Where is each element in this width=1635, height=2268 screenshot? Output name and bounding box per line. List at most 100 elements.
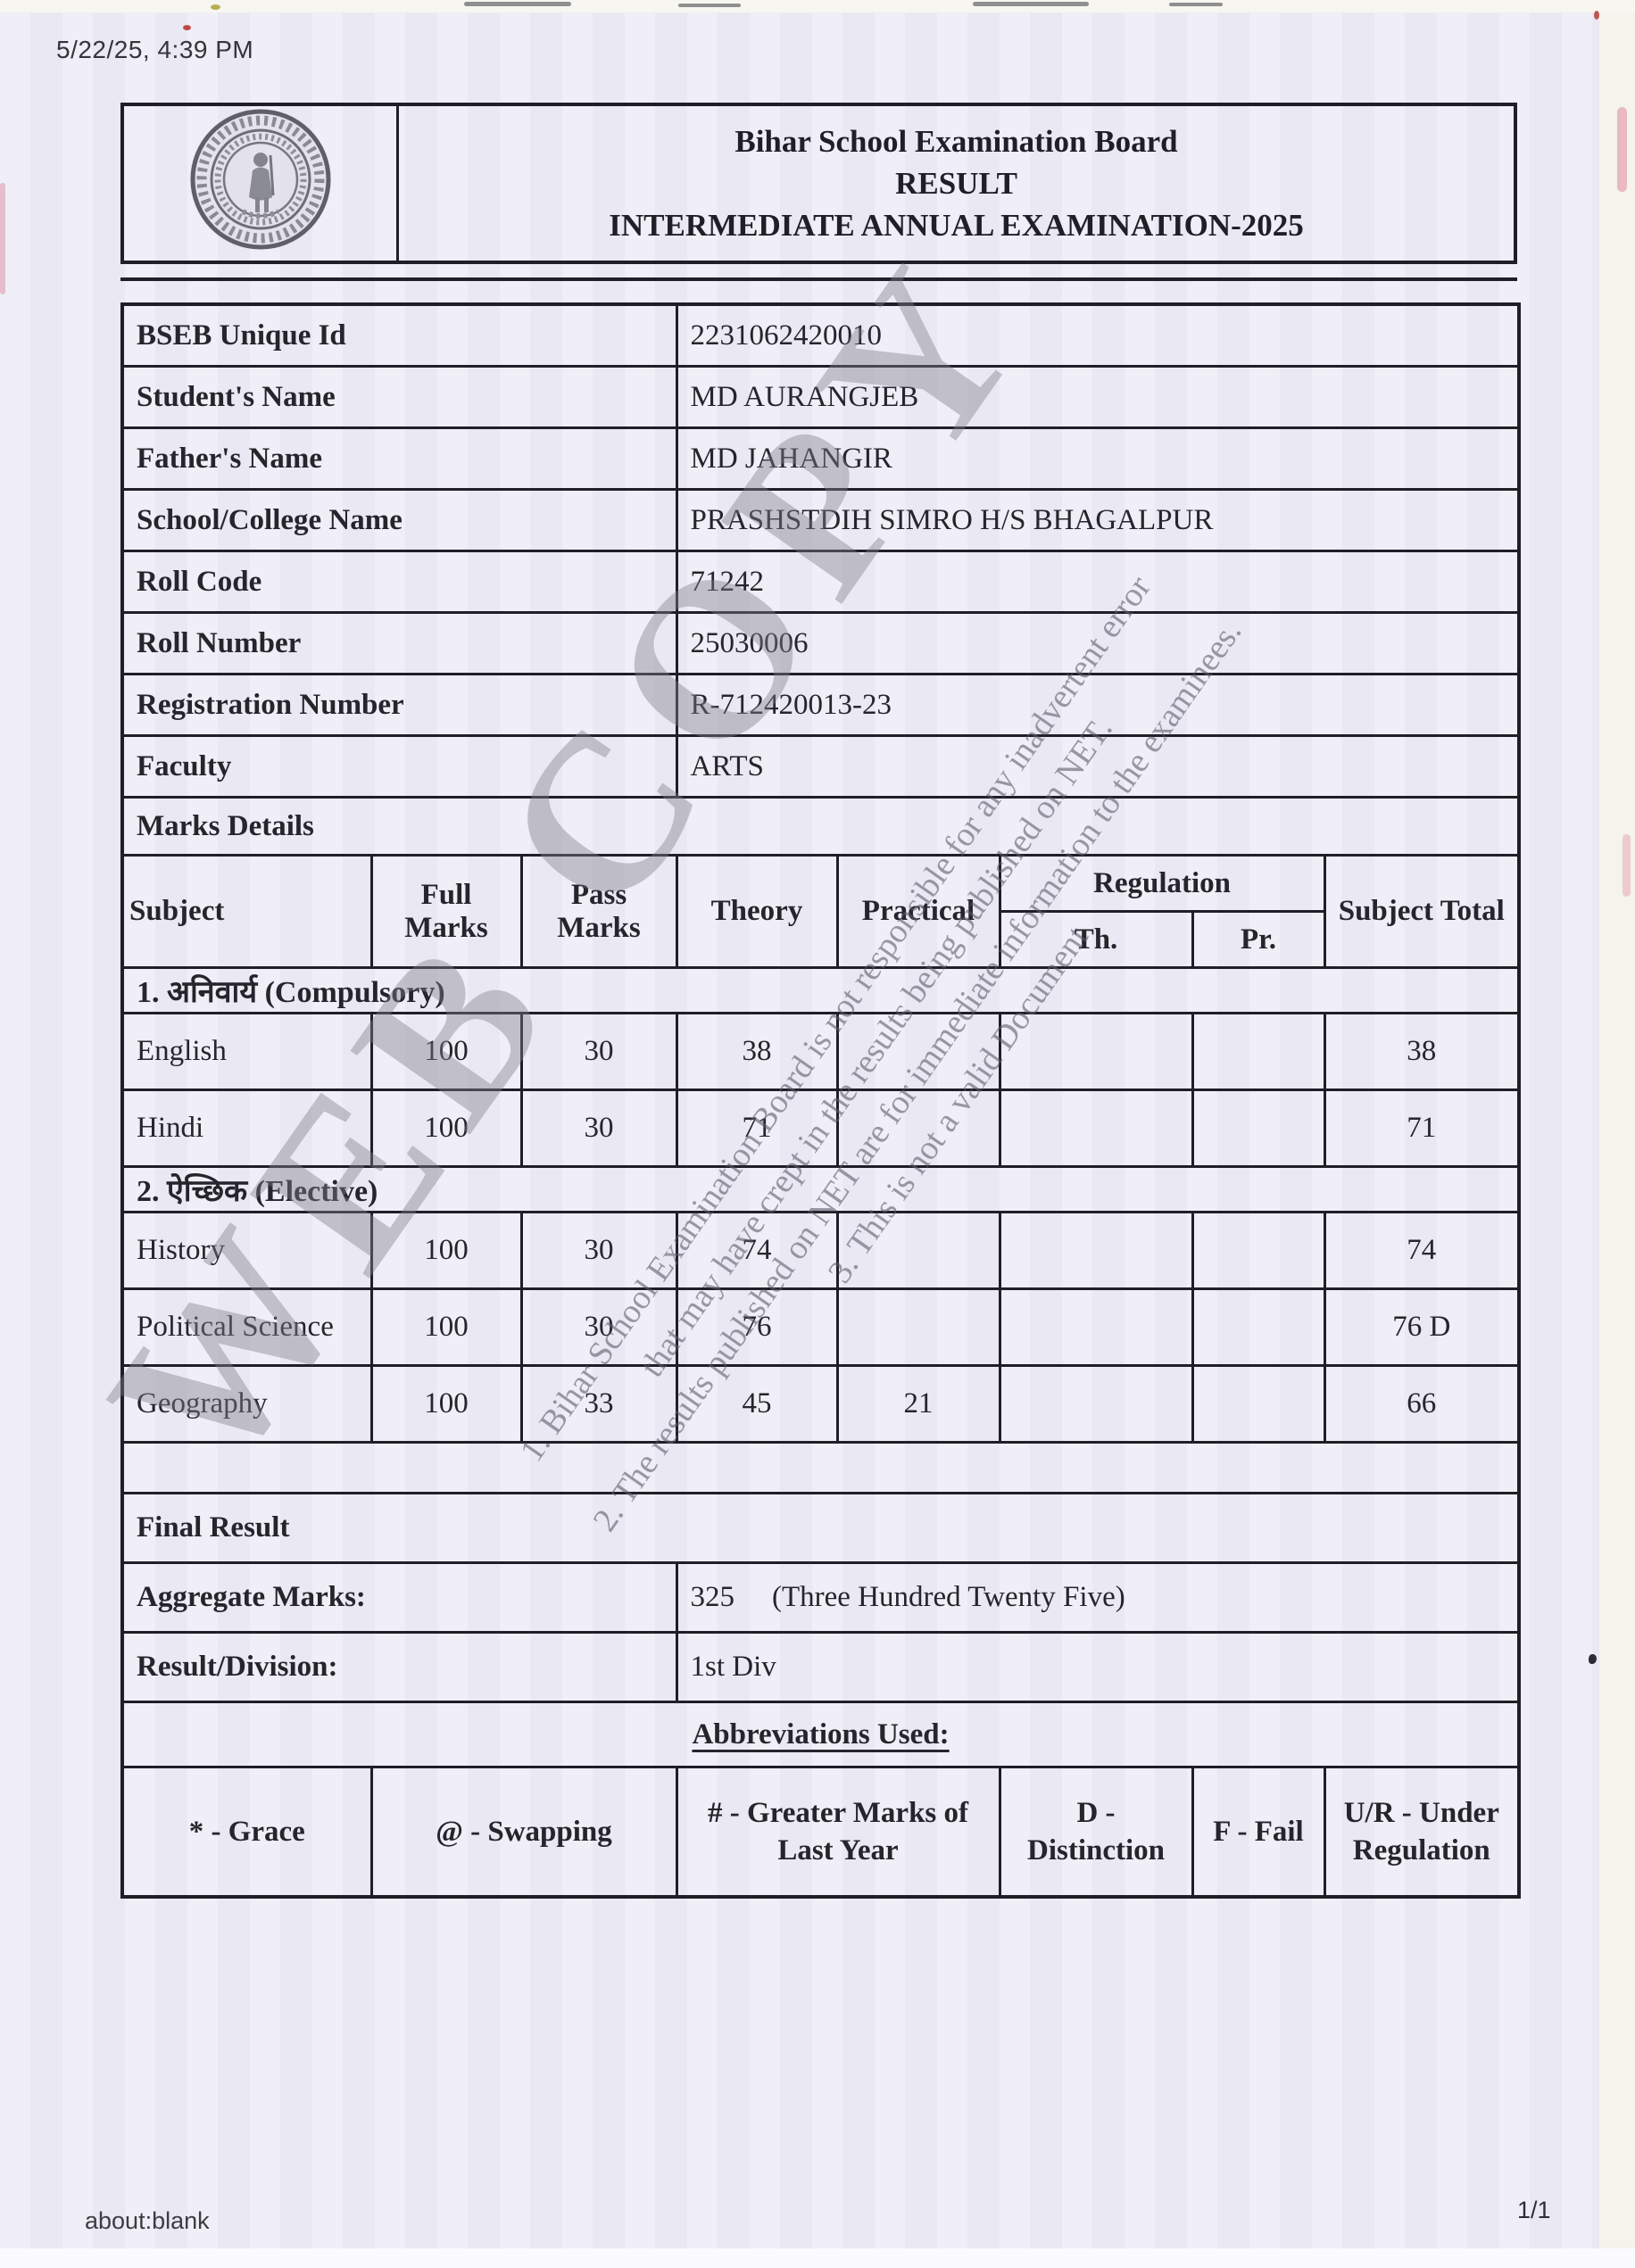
result-document: Bihar School Examination Board RESULT IN… [120, 103, 1522, 1899]
detail-row: Faculty ARTS [120, 734, 1521, 799]
pass-marks-cell: 30 [519, 1287, 678, 1367]
subject-total-cell: 38 [1323, 1012, 1521, 1091]
detail-row: Roll Number 25030006 [120, 611, 1521, 675]
group-title: 1. अनिवार्य (Compulsory) [120, 966, 1521, 1014]
scan-artifact [973, 2, 1089, 6]
col-header-pass-marks: Pass Marks [519, 854, 678, 969]
practical-cell: 21 [835, 1364, 1001, 1444]
print-timestamp: 5/22/25, 4:39 PM [56, 36, 254, 63]
marks-subheader-row: Th. Pr. [122, 910, 1519, 969]
final-result-label: Final Result [120, 1492, 1521, 1564]
result-table: BSEB Unique Id 2231062420010 Student's N… [120, 302, 1522, 1899]
theory-cell: 76 [675, 1287, 839, 1367]
subject-cell: Geography [120, 1364, 373, 1444]
col-header-regulation: Regulation [998, 854, 1326, 913]
theory-cell: 38 [675, 1012, 839, 1091]
scan-artifact [678, 4, 741, 7]
header-table: Bihar School Examination Board RESULT IN… [120, 103, 1517, 264]
detail-value: PRASHSTDIH SIMRO H/S BHAGALPUR [675, 488, 1521, 552]
scan-artifact [464, 2, 571, 6]
abbreviation-distinction: D - Distinction [998, 1766, 1194, 1899]
group-title: 2. ऐच्छिक (Elective) [120, 1165, 1521, 1213]
scan-smear [1617, 107, 1627, 192]
aggregate-value: 325 [690, 1581, 735, 1613]
reg-th-cell [998, 1211, 1194, 1290]
subject-total-cell: 71 [1323, 1088, 1521, 1168]
full-marks-cell: 100 [369, 1364, 523, 1444]
ink-dot-artifact [1589, 1654, 1597, 1664]
col-header-subject-total: Subject Total [1323, 854, 1521, 969]
detail-label: Student's Name [120, 365, 678, 429]
bseb-seal-logo [189, 109, 331, 250]
detail-value: 2231062420010 [675, 302, 1521, 368]
subject-total-cell: 76 D [1323, 1287, 1521, 1367]
practical-cell [835, 1211, 1001, 1290]
detail-value: R-712420013-23 [675, 673, 1521, 737]
pass-marks-cell: 30 [519, 1012, 678, 1091]
scan-speck [183, 25, 191, 30]
footer-page-indicator: 1/1 [1517, 2197, 1551, 2223]
exam-heading: INTERMEDIATE ANNUAL EXAMINATION-2025 [609, 208, 1304, 243]
col-header-reg-pr: Pr. [1191, 910, 1326, 969]
detail-label: BSEB Unique Id [120, 302, 678, 368]
detail-label: School/College Name [120, 488, 678, 552]
marks-details-title: Marks Details [120, 796, 1521, 857]
reg-th-cell [998, 1012, 1194, 1091]
abbreviation-fail: F - Fail [1191, 1766, 1326, 1899]
aggregate-label: Aggregate Marks: [120, 1561, 678, 1634]
practical-cell [835, 1012, 1001, 1091]
abbreviation-under-regulation: U/R - Under Regulation [1323, 1766, 1521, 1899]
practical-cell [835, 1287, 1001, 1367]
division-value: 1st Div [675, 1631, 1521, 1703]
detail-value: 25030006 [675, 611, 1521, 675]
group-row-elective: 2. ऐच्छिक (Elective) [120, 1165, 1521, 1213]
abbreviations-row: * - Grace @ - Swapping # - Greater Marks… [120, 1766, 1521, 1899]
subject-total-cell: 66 [1323, 1364, 1521, 1444]
col-header-practical: Practical [835, 854, 1001, 969]
reg-pr-cell [1191, 1012, 1326, 1091]
col-header-reg-th: Th. [998, 910, 1194, 969]
pass-marks-cell: 30 [519, 1088, 678, 1168]
detail-label: Father's Name [120, 426, 678, 491]
scan-speck [1594, 11, 1599, 20]
empty-cell [120, 1441, 1521, 1494]
marks-row: Geography 100 33 45 21 66 [120, 1364, 1521, 1444]
detail-row: Roll Code 71242 [120, 550, 1521, 614]
detail-label: Faculty [120, 734, 678, 799]
detail-row: School/College Name PRASHSTDIH SIMRO H/S… [120, 488, 1521, 552]
reg-th-cell [998, 1287, 1194, 1367]
reg-th-cell [998, 1088, 1194, 1168]
abbreviations-title-cell: Abbreviations Used: [120, 1701, 1521, 1768]
division-label: Result/Division: [120, 1631, 678, 1703]
reg-pr-cell [1191, 1211, 1326, 1290]
marks-row: English 100 30 38 38 [120, 1012, 1521, 1091]
abbreviation-grace: * - Grace [120, 1766, 373, 1899]
detail-row: Student's Name MD AURANGJEB [120, 365, 1521, 429]
full-marks-cell: 100 [369, 1211, 523, 1290]
marks-row: Political Science 100 30 76 76 D [120, 1287, 1521, 1367]
scan-edge-strip-right [1599, 0, 1635, 2268]
subject-cell: Hindi [120, 1088, 373, 1168]
subject-cell: English [120, 1012, 373, 1091]
full-marks-cell: 100 [369, 1012, 523, 1091]
board-name: Bihar School Examination Board [735, 124, 1178, 159]
aggregate-row: Aggregate Marks: 325 (Three Hundred Twent… [120, 1561, 1521, 1634]
full-marks-cell: 100 [369, 1088, 523, 1168]
col-header-theory: Theory [675, 854, 839, 969]
theory-cell: 71 [675, 1088, 839, 1168]
reg-pr-cell [1191, 1364, 1326, 1444]
marks-row: Hindi 100 30 71 71 [120, 1088, 1521, 1168]
practical-cell [835, 1088, 1001, 1168]
abbreviation-greater-marks: # - Greater Marks of Last Year [675, 1766, 1001, 1899]
detail-row: BSEB Unique Id 2231062420010 [120, 302, 1521, 368]
empty-row [120, 1441, 1521, 1494]
theory-cell: 74 [675, 1211, 839, 1290]
aggregate-words: (Three Hundred Twenty Five) [772, 1581, 1125, 1613]
reg-th-cell [998, 1364, 1194, 1444]
reg-pr-cell [1191, 1088, 1326, 1168]
subject-cell: Political Science [120, 1287, 373, 1367]
scan-smear [1623, 834, 1631, 897]
pass-marks-cell: 30 [519, 1211, 678, 1290]
marks-header-row: Subject Full Marks Pass Marks Theory Pra… [120, 854, 1521, 969]
detail-value: MD AURANGJEB [675, 365, 1521, 429]
